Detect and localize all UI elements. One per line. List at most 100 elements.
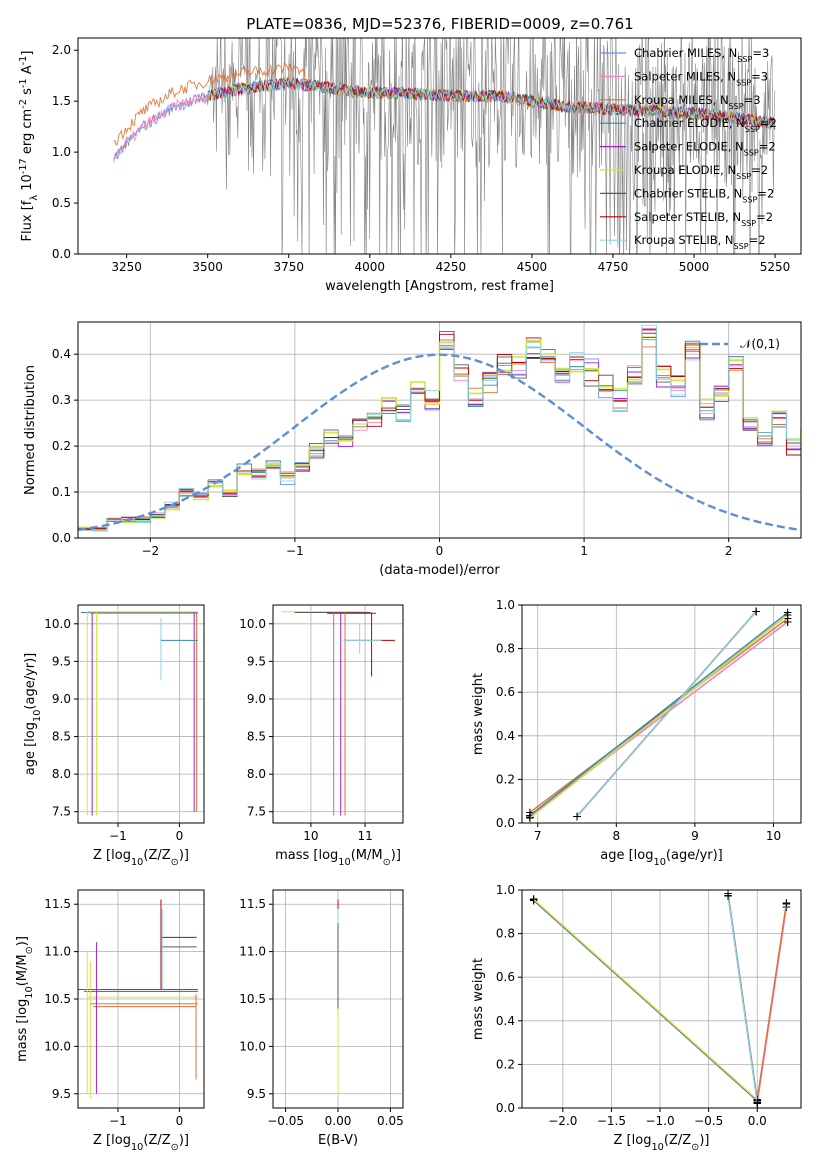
y-tick-label: 2.0 <box>52 43 71 57</box>
x-axis-label: Z [log10(Z/Z⊙)] <box>93 1133 189 1153</box>
x-tick-label: 7 <box>534 829 542 843</box>
x-tick-label: −1.0 <box>645 1114 674 1128</box>
y-tick-label: 0.8 <box>496 642 515 656</box>
y-tick-label: 8.5 <box>52 730 71 744</box>
histogram-step <box>78 337 801 531</box>
x-tick-label: 4500 <box>517 260 548 274</box>
weight-marker: + <box>529 892 539 906</box>
legend-entry: Kroupa ELODIE, NSSP=2 <box>634 163 768 181</box>
legend: Chabrier MILES, NSSP=3 Salpeter MILES, NS… <box>600 46 777 251</box>
legend-entry: Salpeter STELIB, NSSP=2 <box>634 210 773 228</box>
x-tick-label: −0.05 <box>267 1114 304 1128</box>
x-tick-label: 0.0 <box>748 1114 767 1128</box>
grid-weight_vs_Z <box>522 889 801 1109</box>
y-axis-label: Normed distribution <box>23 365 38 495</box>
legend-entry: Chabrier MILES, NSSP=3 <box>634 46 769 64</box>
y-tick-label: 0.2 <box>496 1057 515 1071</box>
figure-title: PLATE=0836, MJD=52376, FIBERID=0009, z=0… <box>246 15 633 33</box>
x-tick-label: 4750 <box>598 260 629 274</box>
x-tick-label: −0.5 <box>694 1114 723 1128</box>
weight-marker: + <box>783 608 793 622</box>
y-tick-label: 1.0 <box>496 883 515 897</box>
y-tick-label: 0.1 <box>52 485 71 499</box>
x-tick-label: 3750 <box>273 260 304 274</box>
legend-entry: Salpeter ELODIE, NSSP=2 <box>634 140 776 158</box>
normal-curve <box>78 353 801 532</box>
y-tick-label: 0.2 <box>52 439 71 453</box>
axes-frame <box>77 889 205 1109</box>
x-axis-label: Z [log10(Z/Z⊙)] <box>93 848 189 868</box>
histogram-step <box>78 333 801 530</box>
histogram-step <box>78 329 801 530</box>
weight-lines: ++++++++++++++++++ <box>529 889 792 1110</box>
x-tick-label: 4250 <box>436 260 467 274</box>
axes-mass_vs_ebv: −0.05 0.00 0.05 9.5 10.0 10.5 11.0 11.5 E(B-V) <box>239 889 404 1148</box>
axes-frame <box>521 889 802 1109</box>
y-tick-label: 0.3 <box>52 393 71 407</box>
y-tick-label: 10.0 <box>239 1039 266 1053</box>
y-tick-label: 11.5 <box>239 897 266 911</box>
y-tick-label: 9.5 <box>247 654 266 668</box>
model-line <box>113 61 776 147</box>
legend-entry: Chabrier STELIB, NSSP=2 <box>634 186 774 204</box>
x-tick-label: 0 <box>436 544 444 558</box>
y-tick-label: 10.0 <box>44 617 71 631</box>
y-tick-label: 10.0 <box>239 617 266 631</box>
weight-marker: + <box>783 615 793 629</box>
x-tick-label: −1 <box>109 1114 127 1128</box>
y-tick-label: 0.0 <box>496 816 515 830</box>
x-tick-label: 5000 <box>679 260 710 274</box>
y-axis-label: mass [log10(M/M⊙)] <box>15 936 35 1062</box>
histogram-step <box>78 339 801 530</box>
y-tick-label: 8.0 <box>52 767 71 781</box>
y-axis-label: age [log10(age/yr)] <box>23 653 43 776</box>
weight-line <box>529 614 789 819</box>
axes-frame <box>77 604 205 824</box>
weight-line <box>529 617 789 813</box>
weight-marker: + <box>525 808 535 822</box>
weight-marker: + <box>723 889 733 903</box>
x-tick-label: 11 <box>357 829 372 843</box>
weight-line <box>756 903 788 1100</box>
y-tick-label: 8.0 <box>247 767 266 781</box>
x-axis-label: (data-model)/error <box>379 563 500 578</box>
x-axis-label: E(B-V) <box>318 1133 358 1148</box>
axes-age_vs_Z: −1 0 7.5 8.0 8.5 9.0 9.5 10.0 Z [log10(Z/Z⊙)] age… <box>23 604 205 868</box>
y-tick-label: 1.5 <box>52 94 71 108</box>
weight-line <box>727 895 758 1104</box>
y-tick-label: 7.5 <box>247 805 266 819</box>
histogram-step <box>78 330 801 532</box>
x-tick-label: −1 <box>286 544 304 558</box>
x-tick-label: 0.00 <box>325 1114 352 1128</box>
x-tick-label: −2.0 <box>548 1114 577 1128</box>
y-tick-label: 11.0 <box>239 945 266 959</box>
weight-marker: + <box>752 1096 762 1110</box>
y-tick-label: 10.5 <box>239 992 266 1006</box>
x-tick-label: 5250 <box>760 260 791 274</box>
axes-frame <box>77 37 802 255</box>
x-axis-label: wavelength [Angstrom, rest frame] <box>325 279 554 294</box>
axes-frame <box>272 604 404 824</box>
y-tick-label: 0.8 <box>496 927 515 941</box>
x-tick-label: −1 <box>109 829 127 843</box>
x-axis-label: Z [log10(Z/Z⊙)] <box>614 1133 710 1153</box>
y-tick-label: 0.4 <box>52 347 71 361</box>
axes-residual_hist: −2 −1 0 1 2 0.0 0.1 0.2 0.3 0.4 (data-model)/error… <box>23 321 802 578</box>
model-line <box>207 76 775 130</box>
y-tick-label: 1.0 <box>52 145 71 159</box>
y-tick-label: 0.6 <box>496 970 515 984</box>
weight-line <box>529 612 789 816</box>
axes-frame <box>521 604 802 824</box>
x-tick-label: 4000 <box>355 260 386 274</box>
errorbars <box>81 611 198 816</box>
histogram-step <box>78 328 801 530</box>
y-tick-label: 0.5 <box>52 196 71 210</box>
weight-marker: + <box>783 615 793 629</box>
legend-entry: Kroupa STELIB, NSSP=2 <box>634 233 766 251</box>
legend-entry: Kroupa MILES, NSSP=3 <box>634 93 761 111</box>
y-tick-label: 10.5 <box>44 992 71 1006</box>
x-tick-label: 8 <box>612 829 620 843</box>
x-tick-label: −1.5 <box>597 1114 626 1128</box>
errorbars <box>281 611 395 816</box>
